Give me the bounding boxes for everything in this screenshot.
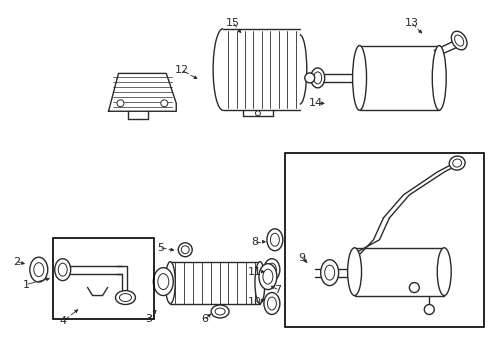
- Text: 15: 15: [225, 18, 240, 28]
- Ellipse shape: [115, 291, 135, 305]
- Text: 6: 6: [201, 314, 208, 324]
- Text: 4: 4: [59, 316, 66, 327]
- Ellipse shape: [267, 297, 276, 310]
- Ellipse shape: [211, 305, 228, 318]
- Bar: [359, 45, 438, 110]
- Circle shape: [117, 100, 124, 107]
- Ellipse shape: [264, 259, 279, 280]
- Text: 2: 2: [13, 257, 20, 267]
- Ellipse shape: [158, 274, 168, 289]
- Ellipse shape: [34, 263, 44, 276]
- Text: 11: 11: [247, 267, 262, 276]
- Ellipse shape: [324, 265, 334, 280]
- Polygon shape: [170, 262, 260, 303]
- Circle shape: [161, 100, 167, 107]
- Ellipse shape: [263, 269, 272, 284]
- Ellipse shape: [452, 159, 461, 167]
- Text: 9: 9: [298, 253, 305, 263]
- Polygon shape: [108, 73, 176, 111]
- Text: 13: 13: [404, 18, 418, 28]
- Ellipse shape: [436, 248, 450, 296]
- Ellipse shape: [178, 243, 192, 257]
- Text: 1: 1: [22, 280, 29, 289]
- Bar: [53, 238, 154, 319]
- Ellipse shape: [165, 262, 175, 303]
- Ellipse shape: [352, 45, 366, 110]
- Text: 7: 7: [274, 284, 281, 294]
- Circle shape: [424, 305, 433, 315]
- Circle shape: [255, 111, 260, 116]
- Ellipse shape: [320, 260, 338, 285]
- Ellipse shape: [119, 293, 131, 302]
- Ellipse shape: [264, 293, 279, 315]
- Ellipse shape: [454, 35, 463, 46]
- Ellipse shape: [181, 246, 189, 254]
- Ellipse shape: [58, 263, 67, 276]
- Ellipse shape: [448, 156, 464, 170]
- Bar: [285, 153, 483, 328]
- Circle shape: [408, 283, 419, 293]
- Ellipse shape: [431, 45, 446, 110]
- Ellipse shape: [153, 268, 173, 296]
- Ellipse shape: [270, 233, 279, 246]
- Text: 5: 5: [157, 243, 163, 253]
- Ellipse shape: [215, 308, 224, 315]
- Ellipse shape: [254, 262, 264, 303]
- Ellipse shape: [266, 229, 282, 251]
- Text: 10: 10: [247, 297, 262, 306]
- Text: 8: 8: [251, 237, 258, 247]
- Circle shape: [304, 73, 314, 83]
- Ellipse shape: [313, 72, 321, 84]
- Ellipse shape: [347, 248, 361, 296]
- Ellipse shape: [30, 257, 48, 282]
- Ellipse shape: [310, 68, 324, 88]
- Text: 3: 3: [144, 314, 152, 324]
- Text: 12: 12: [175, 66, 189, 76]
- Ellipse shape: [259, 264, 276, 289]
- Ellipse shape: [55, 259, 71, 280]
- Bar: [354, 248, 443, 296]
- Ellipse shape: [450, 31, 466, 50]
- Text: 14: 14: [308, 98, 322, 108]
- Ellipse shape: [267, 263, 276, 276]
